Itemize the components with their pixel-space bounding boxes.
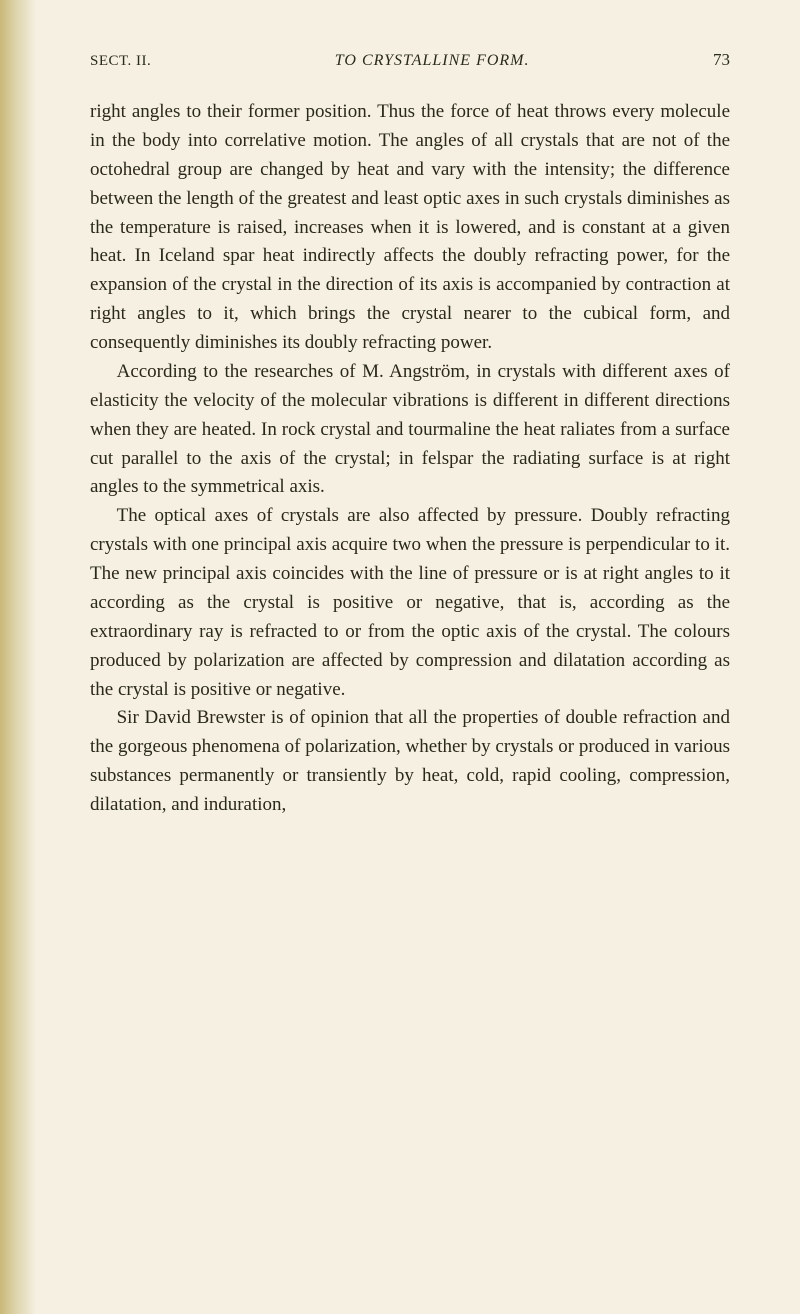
page-binding-shadow xyxy=(0,0,36,1314)
paragraph-2: According to the researches of M. Angstr… xyxy=(90,358,730,502)
chapter-title: TO CRYSTALLINE FORM. xyxy=(335,52,530,70)
body-text: right angles to their former position. T… xyxy=(90,98,730,820)
page-number: 73 xyxy=(713,50,730,70)
page-header: SECT. II. TO CRYSTALLINE FORM. 73 xyxy=(90,50,730,70)
paragraph-3: The optical axes of crystals are also af… xyxy=(90,502,730,704)
paragraph-4: Sir David Brewster is of opinion that al… xyxy=(90,704,730,820)
paragraph-1: right angles to their former position. T… xyxy=(90,98,730,358)
section-label: SECT. II. xyxy=(90,53,151,70)
